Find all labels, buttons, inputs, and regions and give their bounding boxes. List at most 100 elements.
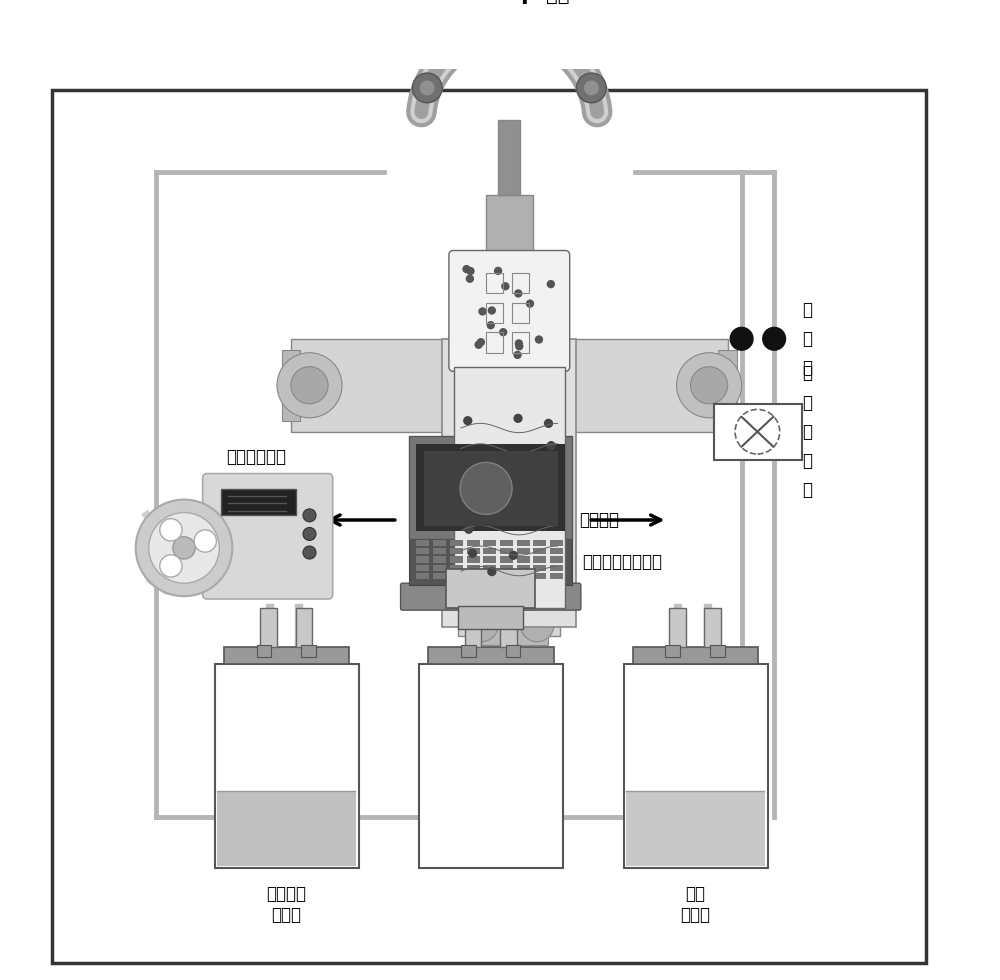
Circle shape <box>762 326 786 351</box>
Bar <box>512 272 529 293</box>
Circle shape <box>460 463 512 514</box>
Bar <box>433 557 446 563</box>
Bar <box>550 548 563 555</box>
Circle shape <box>466 274 474 283</box>
Bar <box>416 557 429 563</box>
Bar <box>483 548 496 555</box>
Bar <box>486 332 503 353</box>
Bar <box>416 573 429 579</box>
Bar <box>533 573 546 579</box>
Bar <box>669 609 686 648</box>
Circle shape <box>520 609 554 642</box>
Circle shape <box>463 416 472 425</box>
FancyBboxPatch shape <box>401 583 581 611</box>
Bar <box>416 564 429 571</box>
Circle shape <box>577 74 606 103</box>
Text: 双通道蠕动泵: 双通道蠕动泵 <box>226 448 286 466</box>
Text: 管
路
过
滤
器: 管 路 过 滤 器 <box>802 365 812 499</box>
Bar <box>550 540 563 546</box>
Circle shape <box>471 493 480 503</box>
Bar <box>260 609 277 648</box>
Bar <box>467 573 480 579</box>
FancyBboxPatch shape <box>449 251 570 371</box>
Circle shape <box>487 321 495 329</box>
Bar <box>550 573 563 579</box>
Circle shape <box>136 500 232 596</box>
Bar <box>470 627 548 646</box>
Circle shape <box>515 339 523 348</box>
Bar <box>433 540 446 546</box>
Circle shape <box>735 410 780 454</box>
Circle shape <box>584 80 599 95</box>
Bar <box>533 548 546 555</box>
Circle shape <box>160 555 182 577</box>
Bar <box>217 792 356 865</box>
Bar <box>533 564 546 571</box>
Bar <box>454 367 565 609</box>
Bar <box>467 548 480 555</box>
Bar <box>450 573 463 579</box>
Bar <box>550 557 563 563</box>
Circle shape <box>465 609 498 642</box>
Text: 二氧化碳: 二氧化碳 <box>471 758 511 775</box>
Bar <box>446 569 535 609</box>
Circle shape <box>477 338 485 346</box>
Circle shape <box>303 527 316 540</box>
Bar <box>483 573 496 579</box>
Bar <box>512 332 529 353</box>
Circle shape <box>677 353 742 417</box>
Circle shape <box>544 418 553 428</box>
Bar <box>533 557 546 563</box>
Bar <box>467 540 480 546</box>
Bar <box>500 557 513 563</box>
Bar <box>467 564 480 571</box>
Circle shape <box>526 300 534 308</box>
Circle shape <box>462 265 471 273</box>
Circle shape <box>483 462 492 471</box>
Bar <box>517 564 530 571</box>
Bar <box>450 548 463 555</box>
Bar <box>416 444 565 531</box>
Bar <box>633 648 758 664</box>
Circle shape <box>466 267 475 275</box>
Bar <box>483 557 496 563</box>
Circle shape <box>515 342 523 351</box>
Bar <box>517 557 530 563</box>
Bar <box>533 540 546 546</box>
Bar <box>419 664 563 868</box>
Circle shape <box>291 367 328 404</box>
Text: 外力: 外力 <box>546 0 570 5</box>
Circle shape <box>468 549 477 558</box>
Circle shape <box>513 351 522 359</box>
Bar <box>291 339 728 432</box>
Circle shape <box>521 504 530 513</box>
Bar <box>224 648 349 664</box>
Text: 软骨
培养基: 软骨 培养基 <box>680 885 710 924</box>
Bar <box>296 609 312 648</box>
Bar <box>498 121 520 195</box>
Bar <box>486 272 503 293</box>
Bar <box>517 540 530 546</box>
Text: 软骨下骨
培养基: 软骨下骨 培养基 <box>266 885 306 924</box>
Circle shape <box>149 513 219 583</box>
Circle shape <box>501 282 510 290</box>
Circle shape <box>474 341 483 349</box>
Bar <box>433 564 446 571</box>
Circle shape <box>547 280 555 288</box>
Circle shape <box>499 328 507 336</box>
Bar <box>517 548 530 555</box>
Text: 集成系统: 集成系统 <box>579 511 619 529</box>
Bar <box>517 573 530 579</box>
Circle shape <box>488 307 496 315</box>
Bar <box>506 646 520 657</box>
Bar <box>704 609 721 648</box>
Circle shape <box>454 26 484 57</box>
Bar <box>424 451 558 525</box>
Bar <box>486 303 503 323</box>
Text: 单
向
阀: 单 向 阀 <box>802 301 812 377</box>
Circle shape <box>542 34 557 49</box>
Circle shape <box>420 80 435 95</box>
Bar <box>500 609 517 648</box>
Circle shape <box>535 335 543 344</box>
Circle shape <box>194 530 216 552</box>
